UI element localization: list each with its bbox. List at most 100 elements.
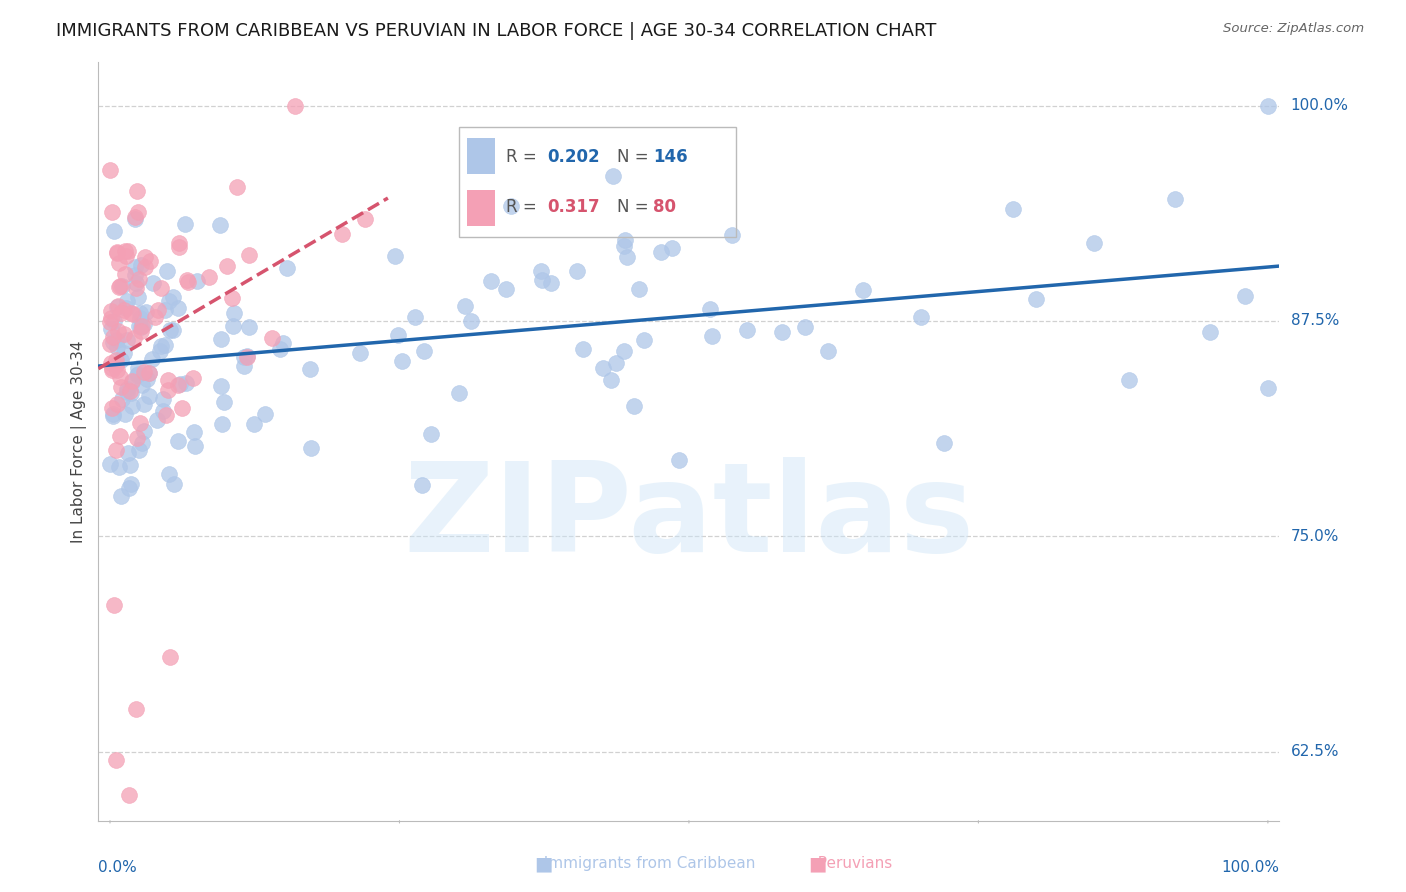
Point [103, 313, 125, 327]
Point [128, 318, 150, 333]
Point [125, 431, 148, 445]
Point [1083, 236, 1105, 251]
Point [183, 425, 205, 439]
Point [100, 311, 122, 326]
Point [169, 377, 191, 392]
Point [120, 384, 142, 399]
Point [110, 489, 132, 503]
Point [412, 343, 434, 358]
Point [411, 478, 433, 492]
Point [131, 325, 153, 339]
Point [117, 244, 139, 258]
Point [107, 299, 129, 313]
Point [269, 342, 291, 356]
Point [454, 299, 477, 313]
Point [110, 279, 132, 293]
Point [121, 374, 143, 388]
Point [460, 314, 482, 328]
Point [384, 249, 406, 263]
Point [129, 319, 152, 334]
Point [628, 283, 651, 297]
Point [145, 413, 167, 427]
Point [100, 361, 122, 376]
Point [1002, 202, 1025, 217]
Point [127, 360, 149, 375]
Point [135, 305, 157, 319]
Point [181, 371, 204, 385]
Point [623, 400, 645, 414]
Point [174, 218, 197, 232]
Point [134, 260, 156, 274]
Point [222, 319, 245, 334]
Point [479, 274, 502, 288]
Point [167, 378, 190, 392]
Point [149, 344, 172, 359]
Y-axis label: In Labor Force | Age 30-34: In Labor Force | Age 30-34 [72, 340, 87, 543]
Point [114, 407, 136, 421]
Point [721, 228, 744, 243]
Point [100, 356, 122, 370]
Point [134, 425, 156, 439]
Point [152, 404, 174, 418]
Point [128, 271, 150, 285]
Point [134, 250, 156, 264]
Point [162, 290, 184, 304]
Point [128, 416, 150, 430]
Point [114, 301, 136, 316]
Point [449, 386, 471, 401]
Point [157, 294, 180, 309]
Text: 75.0%: 75.0% [1291, 529, 1339, 544]
Point [105, 339, 128, 353]
Point [613, 239, 636, 253]
Point [103, 330, 125, 344]
Point [124, 268, 146, 282]
Point [495, 282, 517, 296]
Point [104, 359, 127, 373]
Point [613, 233, 636, 247]
Point [105, 333, 128, 347]
Point [176, 273, 198, 287]
Point [284, 98, 307, 112]
Point [700, 329, 723, 343]
Point [108, 256, 131, 270]
Point [115, 334, 138, 348]
Point [592, 360, 614, 375]
Point [273, 336, 295, 351]
Point [110, 353, 132, 368]
Point [128, 306, 150, 320]
Point [103, 334, 125, 349]
Point [114, 244, 136, 258]
Point [127, 367, 149, 381]
Point [143, 310, 166, 324]
Point [668, 452, 690, 467]
Point [650, 245, 672, 260]
Point [115, 249, 138, 263]
Point [530, 264, 553, 278]
Point [243, 417, 266, 432]
Point [127, 204, 149, 219]
Point [131, 318, 153, 333]
Point [600, 373, 623, 387]
Point [124, 212, 146, 227]
Point [120, 477, 142, 491]
Point [157, 467, 180, 481]
Point [131, 435, 153, 450]
Point [125, 184, 148, 198]
Point [141, 352, 163, 367]
Point [208, 218, 231, 232]
Point [134, 317, 156, 331]
Point [221, 292, 243, 306]
Point [152, 392, 174, 406]
Point [852, 283, 875, 297]
Point [121, 399, 143, 413]
Text: 100.0%: 100.0% [1222, 860, 1279, 874]
Point [141, 276, 163, 290]
Point [131, 377, 153, 392]
Text: 100.0%: 100.0% [1291, 98, 1348, 113]
Point [262, 330, 284, 344]
Point [112, 303, 135, 318]
Point [122, 331, 145, 345]
Point [817, 343, 839, 358]
Point [214, 395, 236, 409]
Point [101, 409, 124, 424]
